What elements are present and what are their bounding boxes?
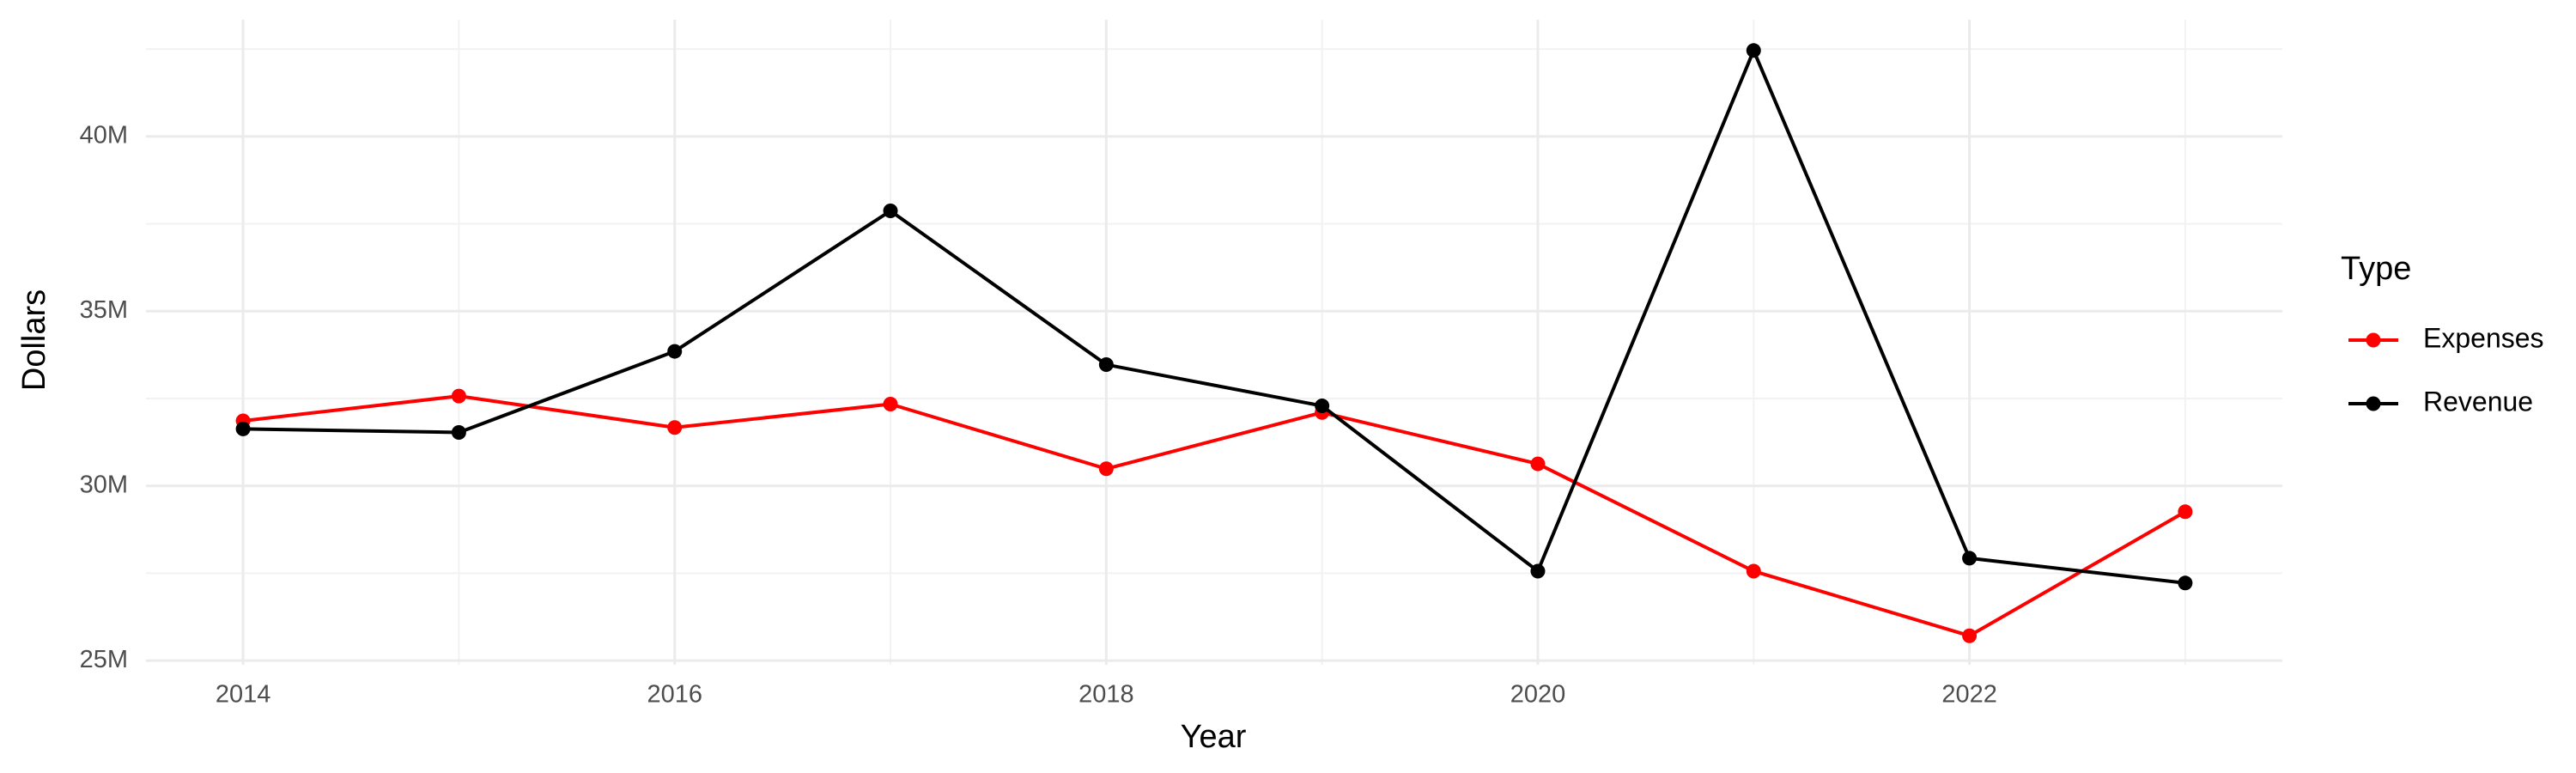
y-tick-label: 30M — [80, 471, 128, 498]
x-axis-title: Year — [1181, 719, 1247, 755]
data-point — [1530, 563, 1546, 579]
data-point — [883, 204, 898, 219]
data-point — [1746, 43, 1761, 58]
legend-title: Type — [2341, 251, 2411, 287]
x-tick-label: 2016 — [647, 681, 702, 709]
legend-label: Expenses — [2423, 322, 2544, 353]
data-point — [883, 397, 898, 412]
data-point — [1098, 357, 1114, 373]
x-tick-label: 2020 — [1510, 681, 1566, 709]
data-point — [1530, 456, 1546, 472]
grid — [146, 20, 2282, 665]
legend-marker — [2366, 396, 2381, 411]
data-point — [451, 388, 466, 404]
x-tick-label: 2014 — [216, 681, 271, 709]
data-point — [235, 421, 251, 436]
x-tick-label: 2022 — [1941, 681, 1997, 709]
y-tick-label: 35M — [80, 296, 128, 324]
data-point — [451, 424, 466, 440]
series-line — [242, 394, 2186, 638]
data-point — [1962, 551, 1978, 566]
y-tick-label: 25M — [80, 646, 128, 673]
data-point — [667, 420, 683, 435]
x-tick-label: 2018 — [1078, 681, 1134, 709]
legend-marker — [2366, 332, 2381, 348]
data-point — [1746, 563, 1761, 579]
data-point — [1098, 461, 1114, 477]
data-point — [1315, 399, 1330, 414]
series-line — [243, 46, 2186, 585]
data-point — [1962, 628, 1978, 643]
y-axis-title: Dollars — [16, 289, 52, 391]
data-point — [2178, 575, 2193, 591]
y-tick-label: 40M — [80, 122, 128, 149]
data-point — [667, 344, 683, 359]
legend-label: Revenue — [2423, 386, 2533, 417]
data-point — [2178, 504, 2193, 520]
